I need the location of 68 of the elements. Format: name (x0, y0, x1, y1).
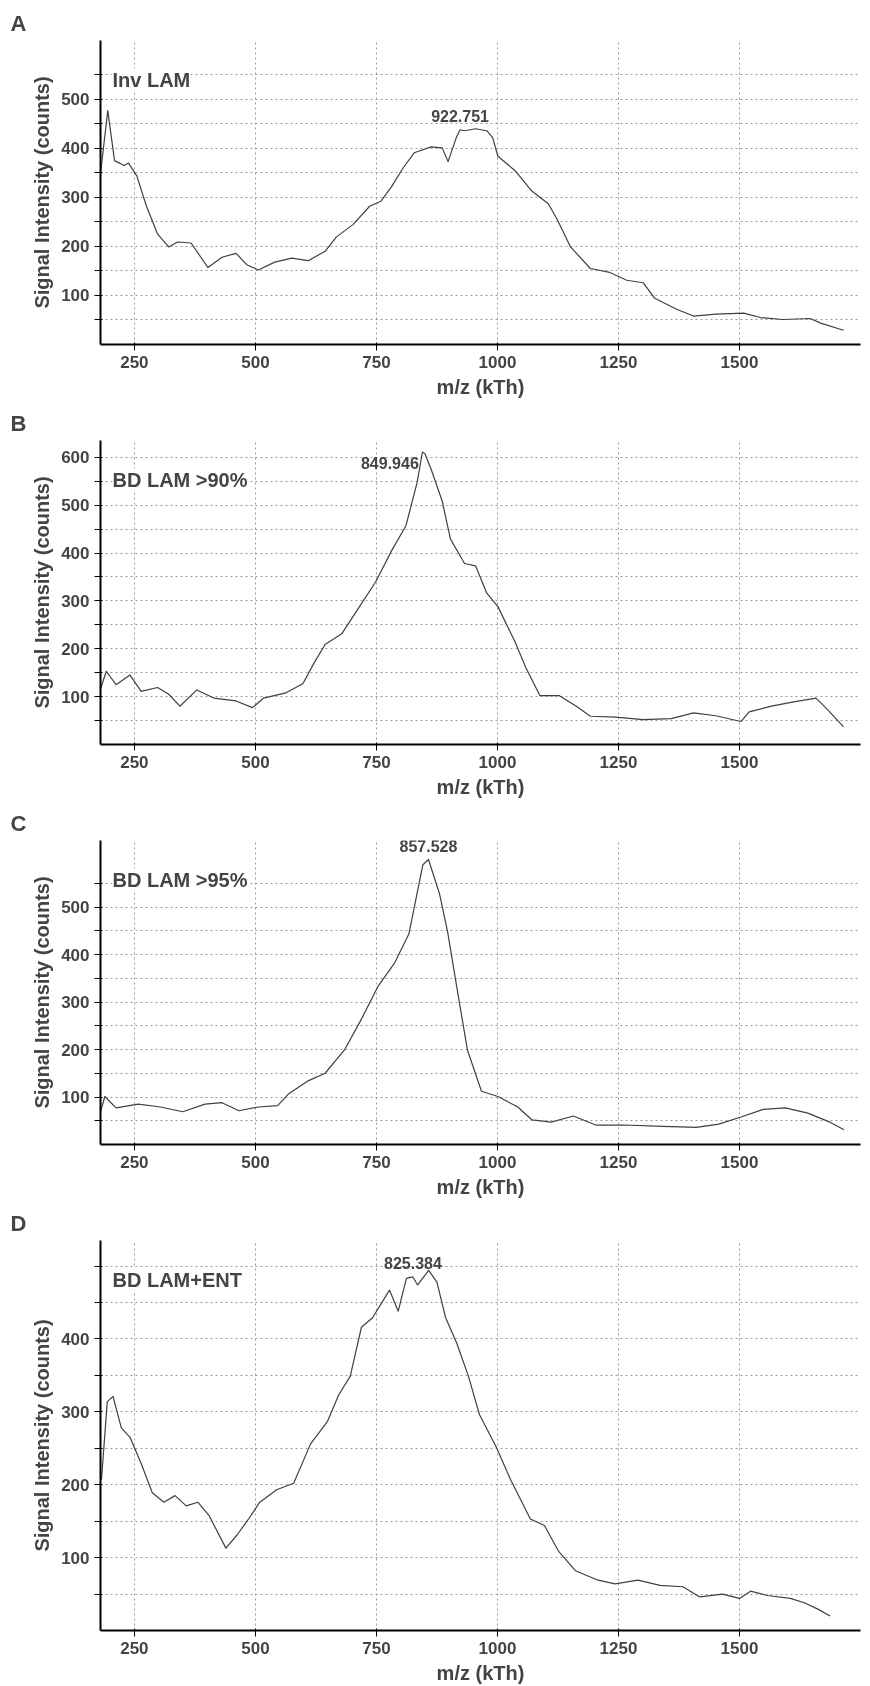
y-tick-label: 200 (61, 639, 90, 659)
x-tick-label: 250 (120, 1152, 149, 1172)
y-tick-label: 500 (61, 496, 90, 516)
y-tick-label: 100 (61, 687, 90, 707)
line-series (100, 451, 845, 728)
y-tick-label: 600 (61, 448, 90, 468)
x-tick-label: 1250 (599, 752, 638, 772)
line-series (100, 1269, 831, 1617)
chart-title: C (10, 810, 27, 836)
x-tick-label: 1500 (720, 1152, 759, 1172)
chart-title: D (10, 1210, 27, 1236)
x-tick-label: 750 (362, 752, 391, 772)
x-tick-label: 1000 (478, 1152, 517, 1172)
y-axis-title: Signal Intensity (counts) (31, 76, 54, 309)
y-tick-label: 300 (61, 1402, 90, 1422)
y-tick-label: 300 (61, 188, 90, 208)
x-axis-title: m/z (kTh) (436, 375, 525, 398)
x-tick-label: 1250 (599, 1152, 638, 1172)
y-tick-label: 200 (61, 237, 90, 257)
y-tick-label: 500 (61, 898, 90, 917)
annotation: 825.384 (384, 1254, 442, 1272)
chart-title: A (10, 10, 27, 36)
x-tick-label: 1250 (599, 1638, 638, 1658)
x-tick-label: 1250 (599, 352, 638, 372)
y-tick-label: 300 (61, 993, 90, 1012)
y-tick-label: 500 (61, 90, 90, 110)
y-tick-label: 400 (61, 139, 90, 159)
x-tick-label: 1000 (478, 352, 517, 372)
y-tick-label: 400 (61, 1329, 90, 1349)
x-tick-label: 500 (241, 1638, 270, 1658)
x-tick-label: 750 (362, 352, 391, 372)
chart-title: B (10, 410, 27, 436)
x-axis-title: m/z (kTh) (436, 1175, 525, 1198)
x-tick-label: 250 (120, 1638, 149, 1658)
x-tick-label: 750 (362, 1638, 391, 1658)
line-series (100, 858, 845, 1131)
y-tick-label: 300 (61, 591, 90, 611)
annotation: BD LAM >90% (112, 468, 248, 491)
annotation: 849.946 (360, 455, 419, 473)
x-tick-label: 750 (362, 1152, 391, 1172)
y-axis-title: Signal Intensity (counts) (31, 1319, 54, 1552)
y-tick-label: 400 (61, 945, 90, 965)
x-tick-label: 1500 (720, 1638, 759, 1658)
annotation: Inv LAM (112, 68, 191, 91)
x-tick-label: 250 (120, 752, 149, 772)
x-tick-label: 500 (241, 1152, 270, 1172)
annotation: 922.751 (431, 107, 490, 125)
x-tick-label: 500 (241, 352, 270, 372)
x-tick-label: 1500 (720, 752, 759, 772)
y-tick-label: 100 (61, 286, 90, 306)
x-tick-label: 1500 (720, 352, 759, 372)
y-axis-title: Signal Intensity (counts) (31, 476, 54, 709)
annotation: BD LAM+ENT (112, 1268, 242, 1291)
annotation: 857.528 (399, 837, 458, 855)
x-tick-label: 500 (241, 752, 270, 772)
x-tick-label: 250 (120, 352, 149, 372)
annotation: BD LAM >95% (112, 868, 248, 891)
x-tick-label: 1000 (478, 752, 517, 772)
x-axis-title: m/z (kTh) (436, 775, 525, 798)
y-axis-title: Signal Intensity (counts) (31, 876, 54, 1109)
x-tick-label: 1000 (478, 1638, 517, 1658)
y-tick-label: 200 (61, 1475, 90, 1495)
y-tick-label: 100 (61, 1548, 90, 1568)
y-tick-label: 200 (61, 1040, 90, 1060)
x-axis-title: m/z (kTh) (436, 1661, 525, 1684)
y-tick-label: 100 (61, 1088, 90, 1107)
line-series (100, 110, 845, 331)
y-tick-label: 400 (61, 544, 90, 563)
